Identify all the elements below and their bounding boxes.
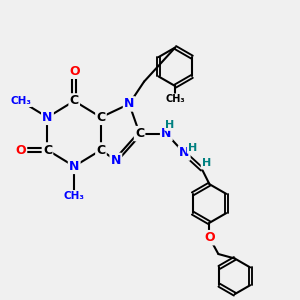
Text: C: C [96,111,106,124]
Text: CH₃: CH₃ [10,96,31,106]
Text: H: H [188,142,197,153]
Text: H: H [165,120,175,130]
Text: C: C [135,127,144,140]
Text: C: C [96,143,106,157]
Text: O: O [69,65,80,78]
Text: N: N [42,111,52,124]
Text: CH₃: CH₃ [166,94,185,104]
Text: N: N [69,160,80,173]
Text: N: N [124,98,134,110]
Text: C: C [70,94,79,107]
Text: O: O [204,231,215,244]
Text: N: N [111,154,121,167]
Text: N: N [161,127,172,140]
Text: C: C [43,143,52,157]
Text: N: N [179,146,189,160]
Text: CH₃: CH₃ [64,191,85,201]
Text: H: H [202,158,211,168]
Text: O: O [15,143,26,157]
